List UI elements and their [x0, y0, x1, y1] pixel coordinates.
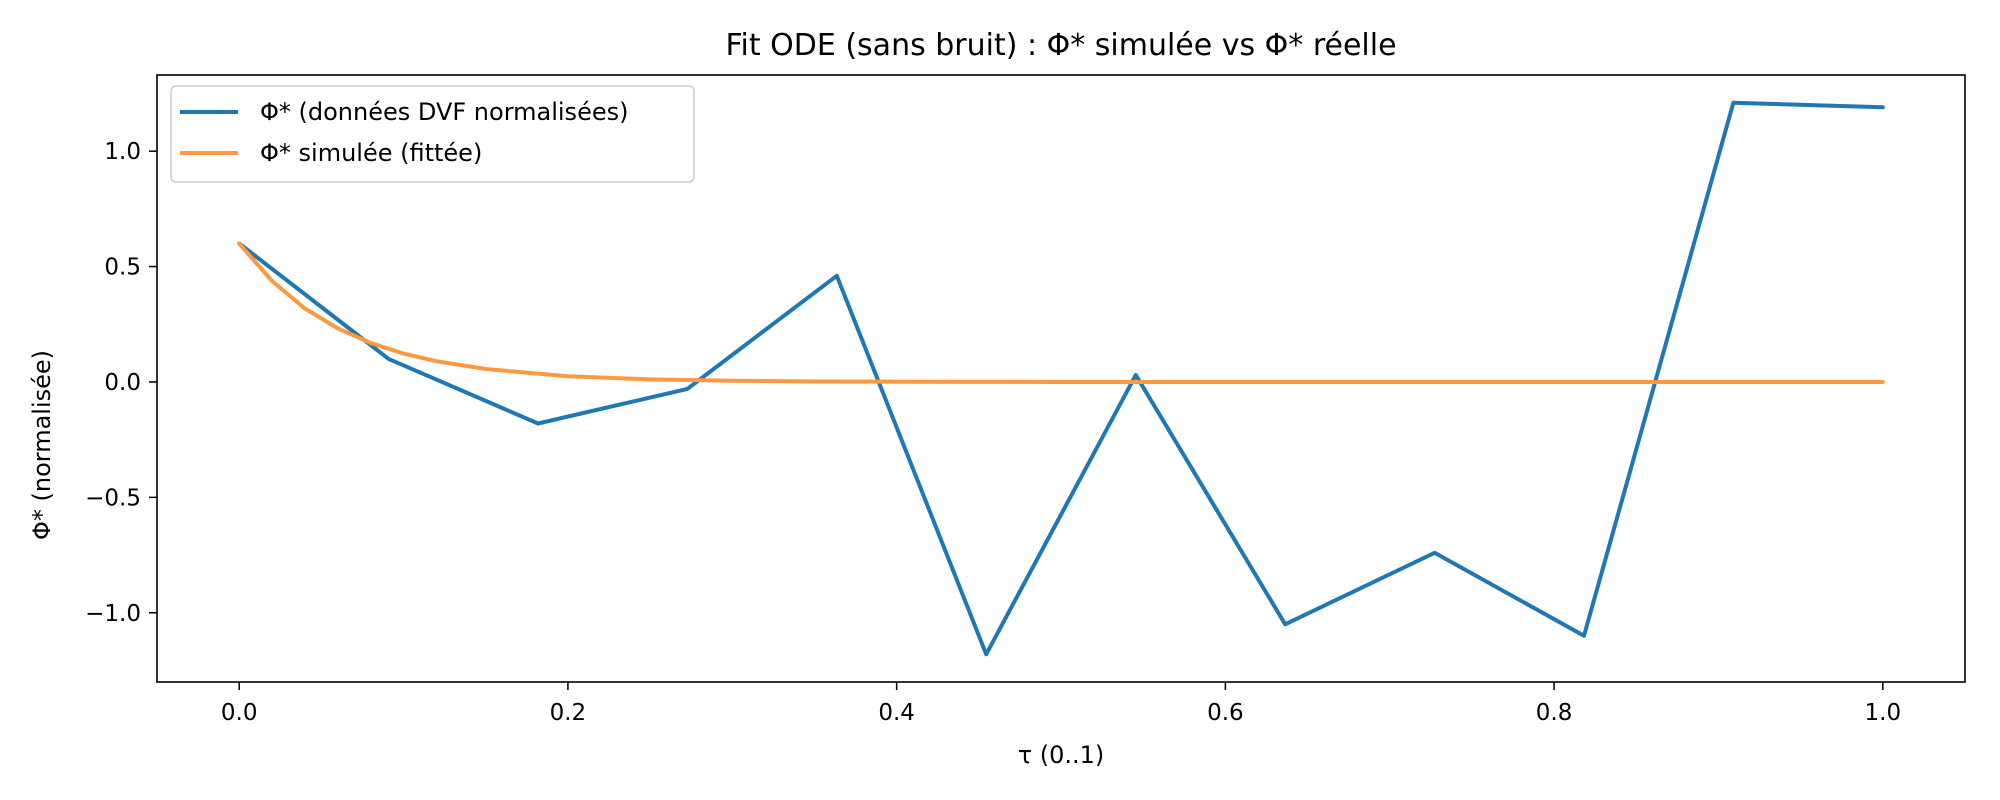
y-tick-label: 0.0 — [104, 370, 141, 396]
x-axis-label: τ (0..1) — [1018, 741, 1105, 769]
x-tick-label: 0.0 — [221, 700, 258, 726]
y-axis-label: Φ* (normalisée) — [28, 350, 56, 540]
series-line-1 — [237, 241, 1885, 384]
y-tick-label: 1.0 — [104, 139, 141, 165]
legend: Φ* (données DVF normalisées) Φ* simulée … — [170, 85, 695, 183]
y-tick-label: −1.0 — [85, 601, 141, 627]
x-tick-label: 1.0 — [1865, 700, 1902, 726]
x-tick-label: 0.2 — [550, 700, 587, 726]
legend-label-simulated: Φ* simulée (fittée) — [260, 139, 482, 167]
y-tick-label: −0.5 — [85, 485, 141, 511]
x-tick-label: 0.8 — [1536, 700, 1573, 726]
legend-box — [170, 85, 695, 183]
axis-ticks: 0.0 0.2 0.4 0.6 0.8 1.0 −1.0 −0.5 0.0 0.5 1.0 — [85, 139, 1901, 726]
x-tick-label: 0.6 — [1207, 700, 1244, 726]
plot-area — [237, 100, 1885, 657]
series-line-0 — [237, 100, 1885, 657]
plot-frame — [156, 74, 1966, 683]
y-tick-label: 0.5 — [104, 255, 141, 281]
x-tick-label: 0.4 — [878, 700, 915, 726]
legend-label-data: Φ* (données DVF normalisées) — [260, 98, 628, 126]
chart-title: Fit ODE (sans bruit) : Φ* simulée vs Φ* … — [725, 28, 1396, 63]
